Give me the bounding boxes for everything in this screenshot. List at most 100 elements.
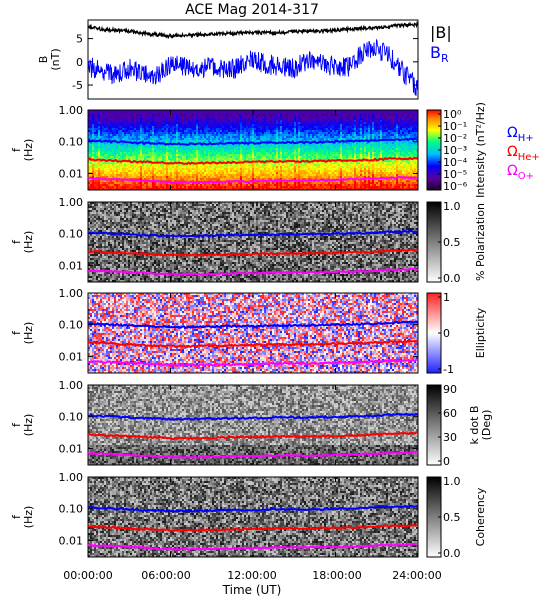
b-y-axis-label-main: B <box>37 56 50 64</box>
gyrofrequency-line-he <box>87 523 419 533</box>
freq-tick-label: 0.10 <box>59 503 84 516</box>
colorbar-tick-label: 1.0 <box>443 475 461 488</box>
freq-axis-label-unit: (Hz) <box>22 139 35 162</box>
freq-axis-label-unit: (Hz) <box>22 231 35 254</box>
legend-omega-he: ΩHe+ <box>507 144 540 163</box>
legend-b-total: |B| <box>430 23 452 42</box>
time-tick-label: 12:00:00 <box>227 569 276 582</box>
b-y-axis-label: B(nT) <box>37 48 62 70</box>
freq-axis-label: f(Hz) <box>10 231 35 254</box>
b-y-axis-label-unit: (nT) <box>49 48 62 70</box>
colorbar-tick-label: 10⁻⁶ <box>443 180 468 193</box>
b-total-line <box>87 20 419 40</box>
freq-axis-label-unit: (Hz) <box>22 506 35 529</box>
legend-omega-h-symbol: Ω <box>507 125 518 141</box>
colorbar-label: Coherency <box>474 487 487 546</box>
freq-tick-label: 0.10 <box>59 411 84 424</box>
figure-title: ACE Mag 2014-317 <box>185 2 319 18</box>
colorbar-tick-label: 10⁻¹ <box>443 120 467 133</box>
legend-omega-he-sub: He+ <box>518 152 540 163</box>
freq-axis-label: f(Hz) <box>10 322 35 345</box>
legend-omega-o-symbol: Ω <box>507 163 518 179</box>
gyrofrequency-line-h <box>87 504 419 514</box>
gyrofrequency-line-o <box>87 267 419 277</box>
gyrofrequency-line-he <box>87 431 419 441</box>
gyrofrequency-line-he <box>87 248 419 257</box>
gyrofrequency-line-he <box>87 156 419 166</box>
colorbar-tick-label: 10⁻² <box>443 132 467 145</box>
colorbar-tick-label: 10⁻⁵ <box>443 168 467 181</box>
colorbar-tick-label: 0.0 <box>443 272 461 285</box>
spectrogram-panel-ellipticity: 1.00 0.10 0.01 f(Hz) 1 0 -1 Ellipticity <box>10 287 487 376</box>
colorbar-label: Ellipticity <box>474 307 487 358</box>
legend-omega-o: ΩO+ <box>507 163 534 182</box>
legend-b-radial-sub: R <box>441 52 449 65</box>
colorbar-label: Intensity (nT²/Hz) <box>474 102 487 198</box>
gyrofrequency-line-o <box>87 542 419 552</box>
colorbar-label: % Polarization <box>474 203 487 281</box>
legend-omega-h-sub: H+ <box>518 133 534 144</box>
colorbar-tick-label: 0 <box>443 455 450 468</box>
colorbar-tick-label: 0.0 <box>443 547 461 560</box>
spectrogram-image <box>88 110 418 190</box>
spectrogram-panel-coherency: 1.00 0.10 0.01 f(Hz) 1.0 0.5 0.0 Coherency <box>10 471 487 560</box>
legend-b-radial: BR <box>430 43 449 65</box>
colorbar-tick-label: -1 <box>443 363 454 376</box>
colorbar-tick-label: 90 <box>443 383 457 396</box>
gyrofrequency-line-o <box>87 175 419 185</box>
freq-tick-label: 1.00 <box>59 287 84 300</box>
freq-axis-label: f(Hz) <box>10 139 35 162</box>
gyrofrequency-line-he <box>87 339 419 349</box>
freq-tick-label: 0.01 <box>59 350 84 363</box>
spectrogram-panel-intensity: 1.00 0.10 0.01 f(Hz) 10⁰10⁻¹10⁻²10⁻³10⁻⁴10⁻⁵… <box>10 102 487 198</box>
time-axis-label: Time (UT) <box>222 583 282 597</box>
freq-axis-label-main: f <box>10 239 23 244</box>
freq-tick-label: 0.01 <box>59 442 84 455</box>
spectrogram-image <box>88 477 418 557</box>
colorbar-tick-label: 1 <box>443 291 450 304</box>
legend-omega-o-sub: O+ <box>518 171 534 182</box>
b-y-tick-label: 5 <box>76 33 83 46</box>
spectrogram-image <box>88 202 418 282</box>
colorbar-tick-label: 10⁻⁴ <box>443 156 468 169</box>
freq-axis-label: f(Hz) <box>10 414 35 437</box>
freq-axis-label-main: f <box>10 330 23 335</box>
freq-tick-label: 0.10 <box>59 136 84 149</box>
freq-tick-label: 0.01 <box>59 534 84 547</box>
time-tick-label: 18:00:00 <box>312 569 361 582</box>
spectrogram-panel-kdotb: 1.00 0.10 0.01 f(Hz) 90 60 30 0 k dot B(Deg) <box>10 379 493 468</box>
freq-tick-label: 1.00 <box>59 196 84 209</box>
colorbar-label-unit: (Deg) <box>480 410 493 441</box>
time-tick-label: 00:00:00 <box>63 569 112 582</box>
colorbar-tick-label: 10⁰ <box>443 108 462 121</box>
spectrogram-image <box>88 385 418 465</box>
b-radial-line <box>87 38 419 97</box>
freq-axis-label: f(Hz) <box>10 506 35 529</box>
freq-axis-label-main: f <box>10 147 23 152</box>
freq-tick-label: 1.00 <box>59 104 84 117</box>
b-y-tick-label: 0 <box>76 56 83 69</box>
spectrogram-image <box>88 293 418 373</box>
colorbar-tick-label: 60 <box>443 407 457 420</box>
gyrofrequency-line-o <box>87 358 419 367</box>
legend-omega-h: ΩH+ <box>507 125 534 144</box>
panels-layer: 50-5B(nT)1.000.100.01f(Hz)10⁰10⁻¹10⁻²10⁻… <box>10 19 493 560</box>
gyrofrequency-line-h <box>87 412 419 421</box>
legend-omega-he-symbol: Ω <box>507 144 518 160</box>
colorbar-label-main: k dot B <box>468 406 481 445</box>
time-tick-label: 06:00:00 <box>141 569 190 582</box>
colorbar-tick-label: 30 <box>443 431 457 444</box>
freq-axis-label-unit: (Hz) <box>22 322 35 345</box>
freq-tick-label: 1.00 <box>59 379 84 392</box>
time-tick-label: 24:00:00 <box>392 569 441 582</box>
freq-axis-label-unit: (Hz) <box>22 414 35 437</box>
gyrofrequency-line-h <box>87 137 419 146</box>
colorbar-label: k dot B(Deg) <box>468 406 493 445</box>
freq-tick-label: 0.01 <box>59 259 84 272</box>
freq-tick-label: 0.01 <box>59 167 84 180</box>
colorbar-tick-label: 10⁻³ <box>443 144 467 157</box>
freq-axis-label-main: f <box>10 514 23 519</box>
freq-tick-label: 0.10 <box>59 319 84 332</box>
b-y-tick-label: -5 <box>72 79 83 92</box>
